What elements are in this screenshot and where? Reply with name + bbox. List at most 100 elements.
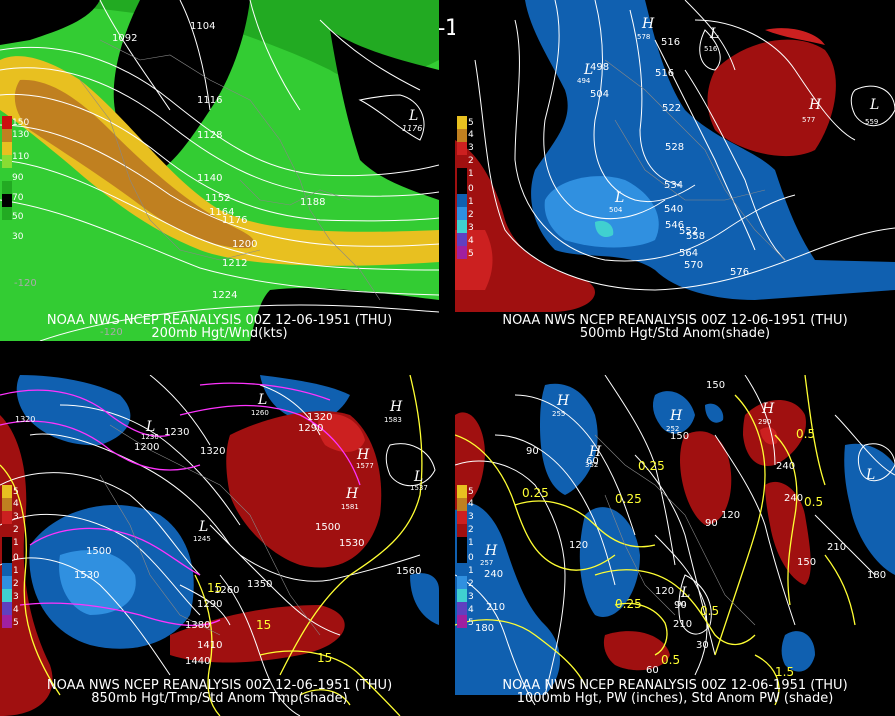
precipitable-water-map [455, 375, 895, 706]
panel-caption-line1: NOAA NWS NCEP REANALYSIS 00Z 12-06-1951 … [46, 678, 393, 693]
low-pressure-marker: L [866, 467, 876, 483]
panel-850mb: 5 4 3 2 1 0 1 2 3 4 5 1320 1230 1200 132… [0, 375, 439, 716]
colorbar-tick: 130 [12, 130, 30, 140]
colorbar-tick: 5 [468, 487, 474, 497]
high-pressure-marker: H [357, 447, 370, 463]
low-pressure-marker: L [414, 469, 424, 485]
colorbar-tick: 2 [13, 525, 19, 535]
colorbar-tick: 70 [12, 193, 24, 203]
colorbar-tick: 4 [468, 605, 474, 615]
high-pressure-marker: H [762, 401, 775, 417]
contour-label: 240 [784, 493, 804, 504]
colorbar-tick: 2 [13, 579, 19, 589]
colorbar-tick: 4 [468, 499, 474, 509]
high-pressure-value: 1583 [384, 416, 402, 424]
colorbar-tick: 0 [13, 553, 19, 563]
contour-label: 60 [646, 665, 659, 676]
high-pressure-marker: H [557, 393, 570, 409]
low-pressure-marker: L [409, 108, 419, 124]
contour-label: 1212 [222, 258, 248, 269]
colorbar-tick: 5 [468, 118, 474, 128]
contour-label: 120 [721, 510, 741, 521]
contour-label: 1140 [197, 173, 223, 184]
colorbar-tick: 2 [468, 579, 474, 589]
contour-label: 90 [526, 446, 539, 457]
high-pressure-marker: H [670, 408, 683, 424]
contour-label: 240 [776, 461, 796, 472]
contour-label: 1410 [197, 640, 223, 651]
temperature-label: 15 [256, 618, 272, 632]
contour-label: 1188 [300, 197, 326, 208]
colorbar-tick: 4 [13, 605, 19, 615]
contour-label: 1500 [86, 546, 112, 557]
colorbar-tick: 0 [468, 553, 474, 563]
colorbar-tick: 1 [468, 169, 474, 179]
contour-label: 1320 [15, 415, 36, 424]
high-pressure-value: 252 [666, 425, 680, 433]
contour-label: 210 [673, 619, 693, 630]
contour-label: 516 [661, 37, 681, 48]
contour-label: 210 [486, 602, 506, 613]
contour-label: 1164 [209, 207, 235, 218]
colorbar-850mb [2, 485, 12, 628]
high-pressure-marker: H [642, 16, 655, 32]
high-pressure-value: 1577 [356, 462, 374, 470]
high-pressure-marker: H [589, 444, 602, 460]
temperature-label: 15 [207, 581, 223, 595]
low-pressure-value: 504 [609, 206, 623, 214]
contour-label: 1320 [307, 412, 333, 423]
colorbar-tick: 4 [468, 130, 474, 140]
colorbar-tick: 3 [13, 592, 19, 602]
colorbar-tick: 4 [468, 236, 474, 246]
contour-label: 558 [686, 231, 706, 242]
longitude-label: -120 [14, 278, 37, 289]
contour-label: 1500 [315, 522, 341, 533]
panel-500mb: 5 4 3 2 1 0 1 2 3 4 5 516 498 504 516 52… [455, 0, 895, 341]
colorbar-tick: 2 [468, 525, 474, 535]
low-pressure-value: 1537 [410, 484, 428, 492]
colorbar-tick: 2 [468, 156, 474, 166]
colorbar-tick: 3 [468, 512, 474, 522]
panel-caption-line1: NOAA NWS NCEP REANALYSIS 00Z 12-06-1951 … [46, 313, 393, 328]
contour-label: 1290 [298, 423, 324, 434]
panel-caption-line1: NOAA NWS NCEP REANALYSIS 00Z 12-06-1951 … [502, 313, 848, 328]
contour-label: 1320 [200, 446, 226, 457]
low-pressure-value: 1260 [251, 409, 269, 417]
colorbar-tick: 50 [12, 212, 24, 222]
colorbar-tick: 1 [468, 566, 474, 576]
panel-200mb: 150 130 110 90 70 50 30 1104 1092 1116 1… [0, 0, 439, 341]
high-pressure-marker: H [485, 543, 498, 559]
contour-label: 540 [664, 204, 684, 215]
low-pressure-marker: L [710, 26, 720, 42]
colorbar-pw [457, 485, 467, 628]
contour-label: 180 [475, 623, 495, 634]
contour-label: 534 [664, 180, 684, 191]
high-pressure-value: 352 [585, 461, 599, 469]
pw-label: 0.25 [615, 492, 642, 506]
pw-label: 0.5 [700, 604, 720, 618]
high-pressure-value: 1581 [341, 503, 359, 511]
contour-label: 564 [679, 248, 699, 259]
low-pressure-value: 494 [577, 77, 591, 85]
colorbar-500mb [457, 116, 467, 259]
contour-label: 1176 [222, 215, 248, 226]
colorbar-tick: 150 [12, 118, 30, 128]
contour-label: 1116 [197, 95, 223, 106]
contour-label: 522 [662, 103, 682, 114]
contour-label: 1440 [185, 656, 211, 667]
contour-label: 60 [586, 456, 599, 467]
colorbar-tick: 3 [13, 512, 19, 522]
850mb-temperature-map [0, 375, 439, 716]
high-pressure-value: 578 [637, 33, 651, 41]
contour-label: 30 [696, 640, 709, 651]
contour-label: 1152 [205, 193, 231, 204]
pw-label: 0.25 [638, 459, 665, 473]
colorbar-tick: 1 [468, 197, 474, 207]
contour-label: 1128 [197, 130, 223, 141]
panel-caption-line2: 200mb Hgt/Wnd(kts) [151, 326, 288, 341]
colorbar-tick: 2 [468, 210, 474, 220]
contour-label: 552 [679, 226, 699, 237]
colorbar-tick: 0 [468, 184, 474, 194]
contour-label: 1350 [247, 579, 273, 590]
contour-label: 1230 [164, 427, 190, 438]
